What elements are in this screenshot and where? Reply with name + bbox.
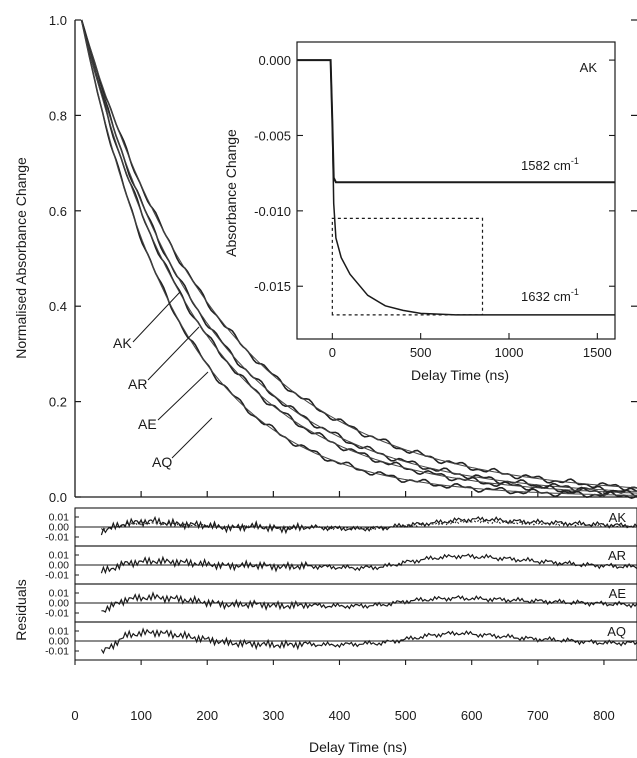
residual-label-AR: AR [608,548,626,563]
inset-x-label: Delay Time (ns) [411,367,509,383]
inset-frame [296,41,616,340]
inset-y-tick-label: -0.010 [254,204,291,219]
main-series-AK-fit [81,19,637,489]
residual-y-tick-label: -0.01 [45,646,69,658]
residual-y-tick-label: 0.00 [49,522,70,534]
annotation-leader-AE [157,371,209,421]
residual-label-AQ: AQ [607,624,626,639]
residual-trace-AK-dotted [101,519,637,532]
residual-y-tick-label: 0.00 [49,598,70,610]
residual-x-tick-label: 200 [196,708,218,723]
main-series-AK-data [80,19,637,491]
annotation-AE: AE [138,416,157,432]
inset-y-tick-label: -0.005 [254,128,291,143]
residual-y-tick-label: 0.01 [49,550,70,562]
residual-label-AE: AE [609,586,627,601]
main-series-AR-fit [81,19,637,492]
annotation-leader-AQ [171,417,213,459]
inset-x-tick-label: 0 [329,345,336,360]
inset-x-tick-label: 500 [410,345,432,360]
residual-x-tick-label: 300 [263,708,285,723]
residual-x-tick-label: 0 [71,708,78,723]
annotation-AQ: AQ [152,454,172,470]
residual-panels: 0.010.00-0.01AK0.010.00-0.01AR0.010.00-0… [45,507,637,661]
residual-x-tick-label: 700 [527,708,549,723]
inset-y-tick-label: 0.000 [258,53,291,68]
main-y-tick-label: 0.2 [49,395,67,410]
residuals-plot: 0.010.00-0.01AK0.010.00-0.01AR0.010.00-0… [13,507,637,755]
main-y-ticks: 0.0 0.2 0.4 0.6 0.8 1.0 [49,13,637,505]
residual-y-tick-label: 0.00 [49,636,70,648]
residual-panel-AE: 0.010.00-0.01 AE [45,583,637,623]
main-annotations: AK AR AE AQ [113,291,213,470]
residual-y-tick-label: -0.01 [45,532,69,544]
main-y-tick-label: 0.6 [49,204,67,219]
main-series-AQ-fit [81,19,637,496]
residual-x-label: Delay Time (ns) [309,739,407,755]
main-plot: 0.0 0.2 0.4 0.6 0.8 1.0 AK AR AE AQ Normalised A… [13,13,637,505]
residual-y-tick-label: 0.01 [49,626,70,638]
residual-x-tick-label: 500 [395,708,417,723]
residual-y-tick-label: 0.01 [49,588,70,600]
residual-panel-AQ: 0.010.00-0.01 AQ [45,621,637,661]
inset-plot: 0 500 1000 1500 0.000 -0.005 -0.010 -0.015 AK 1… [223,41,616,383]
inset-label-1632: 1632 cm-1 [521,287,579,304]
residual-trace-AE [101,591,637,613]
residual-x-ticks: 0 100 200 300 400 500 600 700 800 [71,660,615,723]
residual-y-tick-label: 0.00 [49,560,70,572]
main-y-tick-label: 0.0 [49,490,67,505]
main-y-tick-label: 1.0 [49,13,67,28]
residual-trace-AQ [100,627,637,655]
residual-trace-AK [100,515,637,536]
main-series-AE-fit [81,19,637,494]
inset-sample-label: AK [580,60,598,75]
residual-label-AK: AK [609,510,627,525]
residual-x-tick-label: 400 [329,708,351,723]
annotation-AR: AR [128,376,147,392]
main-y-tick-label: 0.4 [49,299,67,314]
inset-x-tick-label: 1000 [495,345,524,360]
annotation-leader-AK [132,291,181,343]
residual-x-tick-label: 600 [461,708,483,723]
residual-y-tick-label: 0.01 [49,512,70,524]
inset-ticks: 0 500 1000 1500 0.000 -0.005 -0.010 -0.015 [254,53,615,360]
residual-panel-AK: 0.010.00-0.01 AK [45,507,637,547]
residual-x-tick-label: 800 [593,708,615,723]
inset-y-tick-label: -0.015 [254,279,291,294]
inset-label-1582: 1582 cm-1 [521,156,579,173]
inset-x-tick-label: 1500 [583,345,612,360]
inset-y-label: Absorbance Change [223,129,239,257]
residual-trace-AR [100,553,637,575]
main-y-label: Normalised Absorbance Change [13,157,29,359]
annotation-leader-AR [147,326,200,381]
residual-y-label: Residuals [13,579,29,640]
annotation-AK: AK [113,335,132,351]
residual-y-tick-label: -0.01 [45,608,69,620]
inset-series [297,59,615,316]
residual-y-tick-label: -0.01 [45,570,69,582]
residual-x-tick-label: 100 [130,708,152,723]
residual-panel-AR: 0.010.00-0.01 AR [45,545,637,585]
main-series [80,19,637,500]
inset-series-1 [297,59,615,316]
inset-dotted-box [331,217,484,316]
main-y-tick-label: 0.8 [49,108,67,123]
